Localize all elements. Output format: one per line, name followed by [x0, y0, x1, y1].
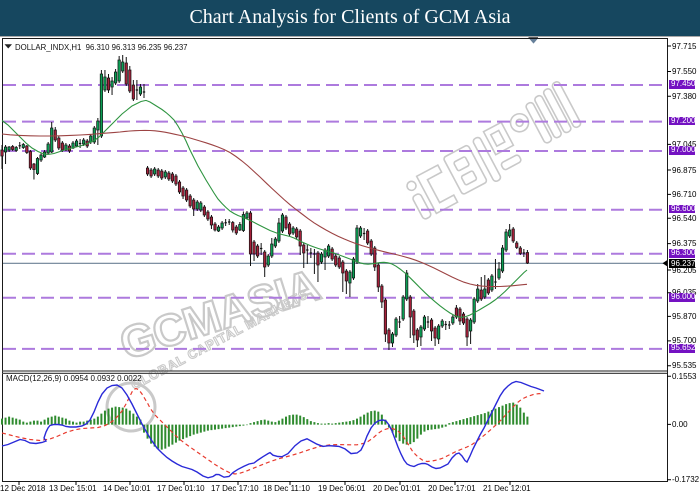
- svg-text:GCMASIA: GCMASIA: [114, 259, 326, 370]
